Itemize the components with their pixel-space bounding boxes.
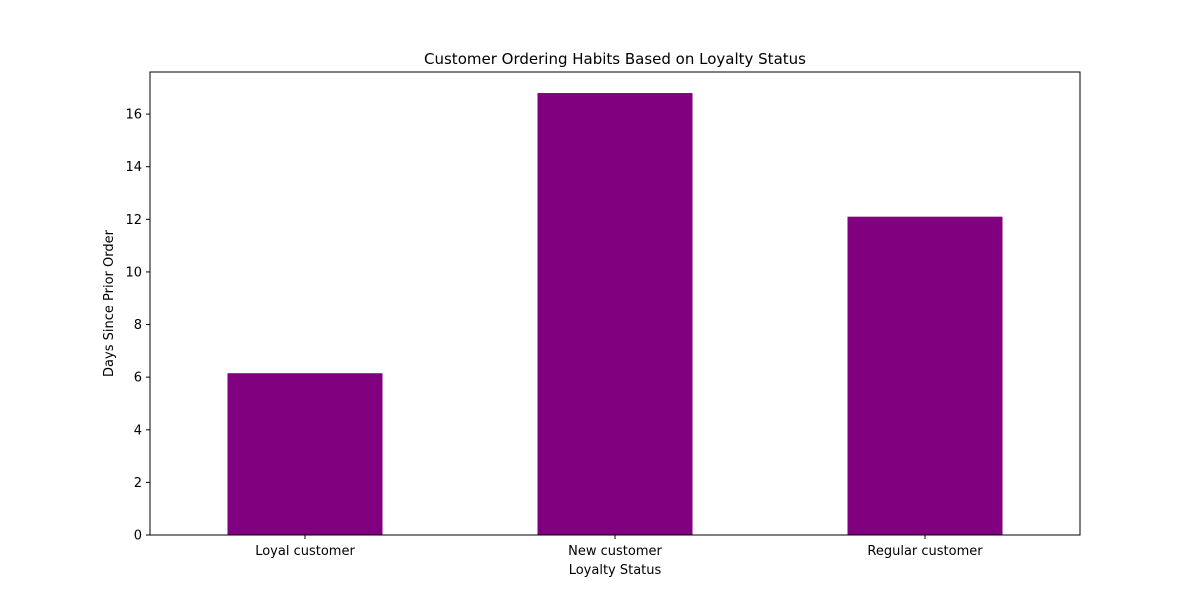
x-tick-label: New customer xyxy=(568,544,662,559)
bar-loyal-customer xyxy=(227,373,383,535)
x-tick-label: Loyal customer xyxy=(255,544,355,559)
bar-regular-customer xyxy=(847,216,1003,535)
chart-title: Customer Ordering Habits Based on Loyalt… xyxy=(424,50,806,68)
y-tick-label: 4 xyxy=(134,423,142,438)
y-axis-ticks: 0 2 4 6 8 10 12 14 16 xyxy=(125,108,150,544)
y-tick-label: 16 xyxy=(125,108,142,123)
y-tick-label: 2 xyxy=(134,476,142,491)
bar-new-customer xyxy=(537,93,693,535)
y-tick-label: 12 xyxy=(125,213,142,228)
bars-group xyxy=(227,93,1003,535)
y-tick-label: 6 xyxy=(134,371,142,386)
y-tick-label: 0 xyxy=(134,529,142,544)
x-tick-label: Regular customer xyxy=(867,544,983,559)
y-tick-label: 14 xyxy=(125,160,142,175)
y-axis-label: Days Since Prior Order xyxy=(102,229,117,377)
x-axis-label: Loyalty Status xyxy=(569,563,662,578)
y-tick-label: 8 xyxy=(134,318,142,333)
x-axis-ticks: Loyal customer New customer Regular custom… xyxy=(255,535,983,559)
plot-frame xyxy=(149,71,1081,536)
y-tick-label: 10 xyxy=(125,265,142,280)
